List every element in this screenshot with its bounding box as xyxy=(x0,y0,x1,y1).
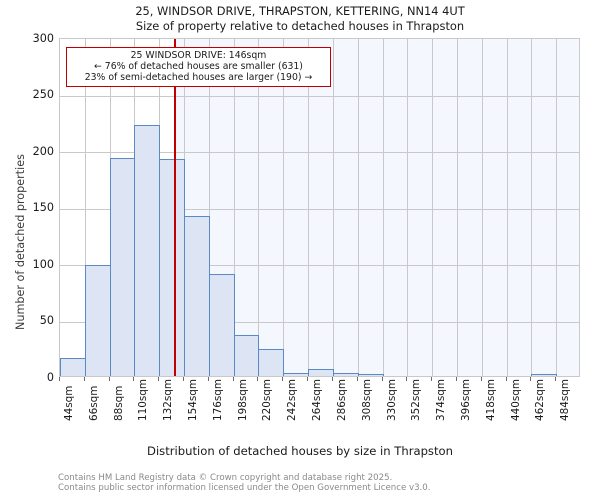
x-axis-tick-label: 88sqm xyxy=(112,385,125,421)
gridline-horizontal xyxy=(60,208,579,210)
gridline-vertical xyxy=(84,39,86,376)
x-axis-label: Distribution of detached houses by size … xyxy=(147,444,453,458)
x-axis-tick-mark xyxy=(207,377,209,381)
x-axis-tick-label: 264sqm xyxy=(311,379,324,421)
x-axis-tick-mark xyxy=(381,377,383,381)
chart-subtitle: Size of property relative to detached ho… xyxy=(135,19,465,33)
x-axis-tick-label: 198sqm xyxy=(236,379,249,421)
gridline-vertical xyxy=(332,39,334,376)
footer-line-1: Contains HM Land Registry data © Crown c… xyxy=(58,473,393,483)
gridline-vertical xyxy=(233,39,235,376)
y-axis-tick-container: 0 50 100 150 200 250 300 xyxy=(0,0,54,500)
y-axis-tick-label: 150 xyxy=(32,201,54,214)
annotation-line-1: 25 WINDSOR DRIVE: 146sqm xyxy=(130,50,267,61)
x-axis-tick-mark xyxy=(331,377,333,381)
annotation-line-2: ← 76% of detached houses are smaller (63… xyxy=(94,61,303,72)
x-axis-tick-label: 242sqm xyxy=(286,379,299,421)
bar xyxy=(60,357,86,376)
bar xyxy=(109,157,136,376)
bar xyxy=(84,265,111,376)
bar xyxy=(283,372,310,376)
x-axis-tick-mark xyxy=(530,377,532,381)
gridline-horizontal xyxy=(60,321,579,323)
x-axis-tick-mark xyxy=(505,377,507,381)
x-axis-tick-mark xyxy=(455,377,457,381)
gridline-vertical xyxy=(481,39,483,376)
x-axis-tick-mark xyxy=(133,377,135,381)
bar xyxy=(233,335,260,376)
x-axis-tick-label: 440sqm xyxy=(509,379,522,421)
x-axis-tick-mark xyxy=(158,377,160,381)
bar xyxy=(208,274,235,376)
bar xyxy=(159,159,186,376)
x-axis-tick-mark xyxy=(480,377,482,381)
y-axis-tick-label: 50 xyxy=(39,314,54,327)
x-axis-tick-mark xyxy=(83,377,85,381)
x-axis-tick-label: 44sqm xyxy=(63,385,75,421)
page-title: 25, WINDSOR DRIVE, THRAPSTON, KETTERING,… xyxy=(135,4,465,18)
x-axis-tick-mark xyxy=(257,377,259,381)
gridline-vertical xyxy=(556,39,558,376)
x-axis-tick-mark xyxy=(356,377,358,381)
y-axis-tick-label: 0 xyxy=(46,370,54,384)
x-axis-tick-mark xyxy=(108,377,110,381)
x-axis-tick-mark xyxy=(555,377,557,381)
x-axis-tick-label: 132sqm xyxy=(162,379,175,421)
x-axis-tick-label: 154sqm xyxy=(187,379,200,421)
gridline-vertical xyxy=(308,39,310,376)
bar xyxy=(134,125,161,376)
x-axis-tick-label: 484sqm xyxy=(559,379,572,421)
x-axis-tick-mark xyxy=(431,377,433,381)
x-axis-tick-mark xyxy=(307,377,309,381)
larger-region-shading xyxy=(175,39,579,376)
property-size-marker-line xyxy=(174,39,177,376)
gridline-vertical xyxy=(258,39,260,376)
x-axis-tick-label: 330sqm xyxy=(385,379,398,421)
x-axis-tick-label: 66sqm xyxy=(87,385,100,421)
x-axis-tick-label: 352sqm xyxy=(410,379,423,421)
gridline-vertical xyxy=(407,39,409,376)
gridline-vertical xyxy=(357,39,359,376)
y-axis-tick-label: 250 xyxy=(32,88,54,101)
footer-attribution: Contains HM Land Registry data © Crown c… xyxy=(58,473,578,494)
x-axis-tick-mark xyxy=(59,377,60,381)
x-axis-tick-mark xyxy=(232,377,234,381)
x-axis-tick-label: 176sqm xyxy=(211,379,224,421)
x-axis-tick-label: 418sqm xyxy=(484,379,497,421)
x-axis-tick-mark xyxy=(183,377,185,381)
gridline-vertical xyxy=(506,39,508,376)
gridline-vertical xyxy=(382,39,384,376)
x-axis-tick-label: 462sqm xyxy=(534,379,547,421)
bar xyxy=(258,348,285,376)
gridline-horizontal xyxy=(60,95,579,97)
gridline-vertical xyxy=(531,39,533,376)
x-axis-tick-label: 220sqm xyxy=(261,379,274,421)
bar xyxy=(184,215,210,376)
chart-title-block: 25, WINDSOR DRIVE, THRAPSTON, KETTERING,… xyxy=(0,4,600,34)
y-axis-tick-label: 300 xyxy=(32,31,54,45)
x-axis-tick-mark xyxy=(406,377,408,381)
x-axis-tick-label: 308sqm xyxy=(360,379,373,421)
y-axis-tick-label: 200 xyxy=(32,144,54,158)
annotation-line-3: 23% of semi-detached houses are larger (… xyxy=(84,72,313,83)
x-axis-tick-label: 110sqm xyxy=(137,379,150,421)
bar xyxy=(332,372,359,376)
y-axis-tick-label: 100 xyxy=(32,257,54,271)
gridline-vertical xyxy=(456,39,458,376)
gridline-horizontal xyxy=(60,265,579,266)
plot-area xyxy=(59,38,580,377)
x-axis-tick-label: 396sqm xyxy=(459,379,472,421)
gridline-horizontal xyxy=(60,152,579,153)
x-axis-tick-mark xyxy=(282,377,284,381)
x-axis-tick-label: 374sqm xyxy=(435,379,448,421)
gridline-vertical xyxy=(208,39,210,376)
annotation-box: 25 WINDSOR DRIVE: 146sqm ← 76% of detach… xyxy=(66,47,331,87)
bar xyxy=(308,369,334,376)
gridline-vertical xyxy=(432,39,434,376)
gridline-vertical xyxy=(283,39,285,376)
bar xyxy=(531,373,558,376)
x-axis-tick-label: 286sqm xyxy=(335,379,348,421)
footer-line-2: Contains public sector information licen… xyxy=(58,483,431,494)
bar xyxy=(357,373,384,376)
